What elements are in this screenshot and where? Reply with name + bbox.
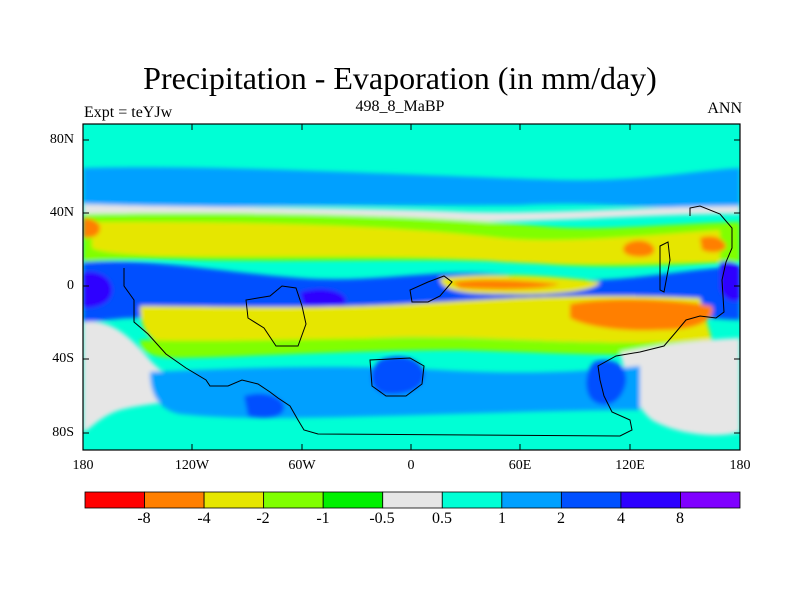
northern-storm-track-band xyxy=(83,167,740,209)
colorbar-box xyxy=(680,491,741,509)
plot-title: Precipitation - Evaporation (in mm/day) xyxy=(143,60,657,96)
western-continent-outline xyxy=(123,205,733,437)
lat-label-40n: 40N xyxy=(49,205,74,220)
lon-label-180w: 180 xyxy=(72,458,94,473)
eastern-continent-outline xyxy=(659,241,671,293)
lon-label-120w: 120W xyxy=(174,458,210,473)
colorbar-box xyxy=(501,491,562,509)
colorbar-box xyxy=(203,491,265,509)
southern-dry-belt-green-edge xyxy=(140,338,700,358)
asian-dry-patch xyxy=(623,240,655,257)
lon-label-60e: 60E xyxy=(508,458,532,473)
east-equatorial-wet-core xyxy=(720,261,740,302)
colorbar-label: -0.5 xyxy=(369,510,395,527)
west-equatorial-wet-core xyxy=(83,271,112,308)
period-label: ANN xyxy=(707,100,742,117)
colorbar-label: -4 xyxy=(197,510,211,527)
lat-label-80s: 80S xyxy=(52,425,74,440)
southeast-neutral-region xyxy=(620,338,740,436)
colorbar-box xyxy=(441,491,503,509)
central-equatorial-wet-core xyxy=(300,289,346,311)
lon-label-60w: 60W xyxy=(288,458,316,473)
colorbar-label: 0.5 xyxy=(432,510,452,527)
colorbar-box xyxy=(620,491,681,509)
colorbar-label: 2 xyxy=(557,510,565,527)
colorbar-box xyxy=(263,491,324,509)
lat-label-0: 0 xyxy=(67,278,74,293)
central-equatorial-dry-dots xyxy=(452,279,560,290)
lat-label-80n: 80N xyxy=(49,132,74,147)
colorbar-label: -2 xyxy=(256,510,270,527)
colorbar-label: -1 xyxy=(316,510,330,527)
south-pacific-wet-patch xyxy=(244,393,285,418)
australia-wet-patch xyxy=(586,360,627,405)
colorbar-label: 4 xyxy=(617,510,625,527)
colorbar-box xyxy=(322,491,384,509)
colorbar xyxy=(84,491,741,509)
colorbar-label: -8 xyxy=(137,510,151,527)
west-pacific-dry-patch xyxy=(83,218,100,238)
colorbar-box xyxy=(84,491,145,509)
experiment-label: Expt = teYJw xyxy=(84,104,173,121)
southern-wet-patch xyxy=(371,356,425,395)
southern-continent-outline xyxy=(369,357,425,397)
south-pacific-dry-core xyxy=(570,299,713,331)
colorbar-label: 1 xyxy=(498,510,506,527)
lat-label-40s: 40S xyxy=(52,351,74,366)
colorbar-box xyxy=(560,491,622,509)
central-continent-outline xyxy=(245,285,307,347)
lon-label-0: 0 xyxy=(407,458,415,473)
equatorial-continent-outline xyxy=(409,275,453,303)
colorbar-label: 8 xyxy=(676,510,684,527)
colorbar-box xyxy=(144,491,205,509)
southern-dry-belt-yellow xyxy=(140,295,712,346)
lon-label-120e: 120E xyxy=(615,458,645,473)
northern-dry-core-yellow xyxy=(92,222,720,265)
lon-label-180e: 180 xyxy=(729,458,751,473)
east-asian-dry-patch xyxy=(700,236,726,253)
run-label: 498_8_MaBP xyxy=(355,98,445,115)
colorbar-box xyxy=(382,491,443,509)
